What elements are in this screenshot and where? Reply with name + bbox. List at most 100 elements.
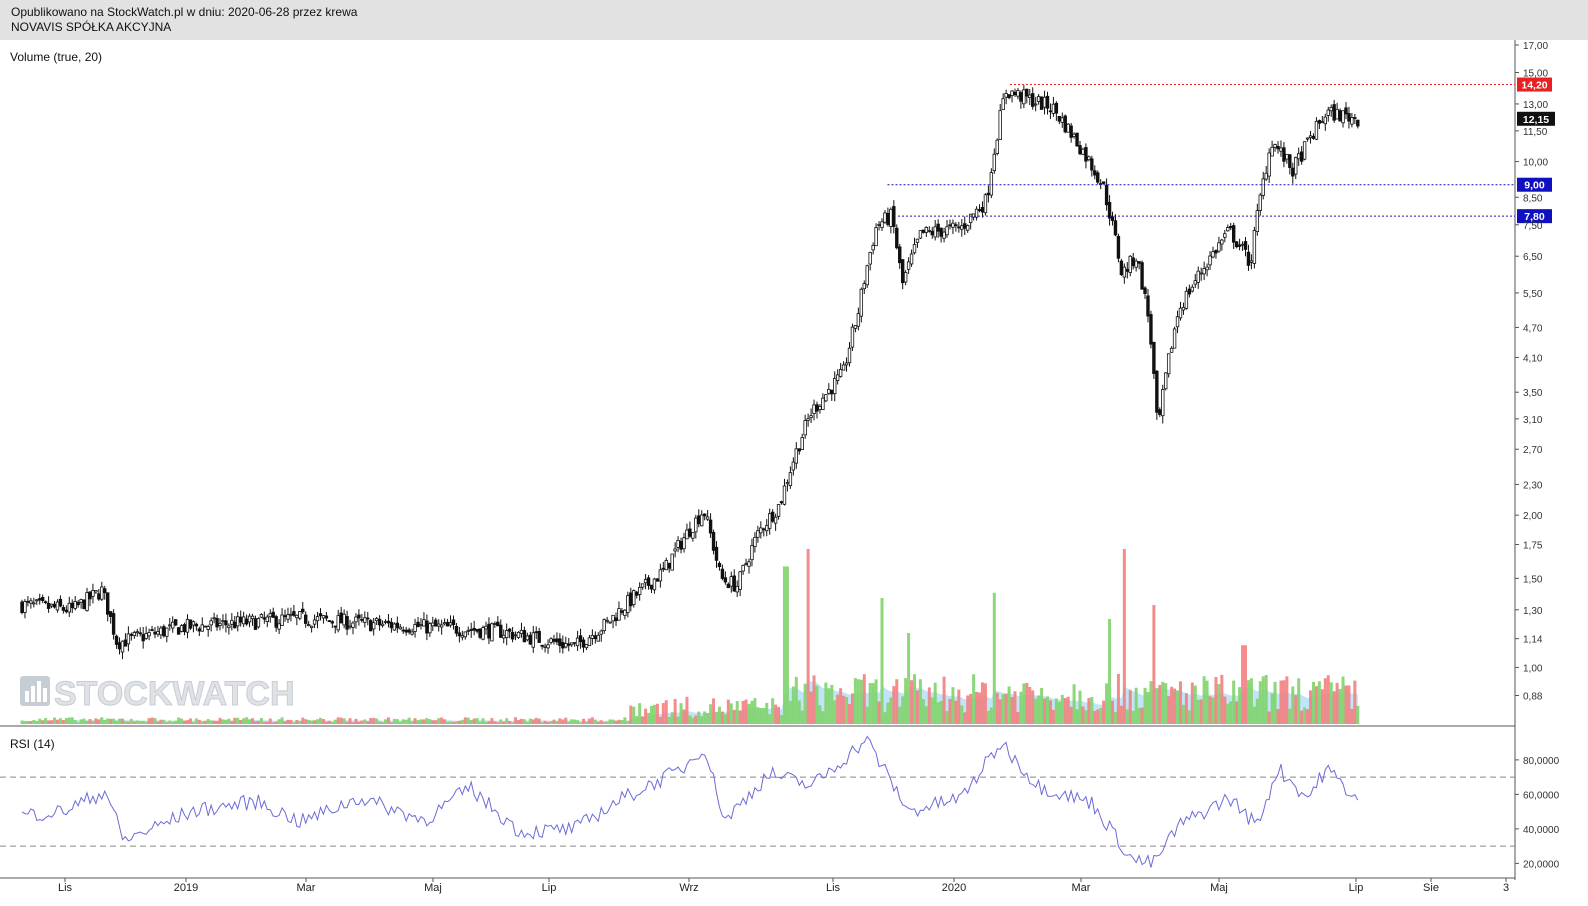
candle	[425, 614, 429, 641]
volume-bar	[599, 720, 603, 724]
volume-bar	[44, 718, 48, 724]
volume-bar	[771, 698, 775, 724]
volume-bar	[215, 720, 219, 724]
price-tick-label: 17,00	[1523, 41, 1548, 52]
candle	[445, 618, 450, 627]
volume-bar	[534, 717, 538, 724]
candle	[262, 611, 267, 624]
volume-bar	[428, 719, 432, 724]
volume-bar	[1063, 698, 1067, 724]
volume-bar	[251, 718, 255, 724]
candle	[723, 571, 728, 585]
volume-bar	[253, 721, 257, 724]
candle	[912, 237, 917, 255]
volume-bar	[762, 708, 766, 724]
volume-bar	[803, 683, 807, 724]
candle	[1096, 170, 1100, 185]
volume-bar	[641, 716, 645, 724]
volume-bar	[1096, 709, 1100, 724]
volume-bar	[496, 722, 500, 724]
candle	[936, 219, 940, 238]
volume-bar	[1001, 694, 1005, 724]
volume-bar	[141, 720, 145, 724]
candle	[499, 619, 503, 639]
candle	[404, 626, 408, 636]
candle	[1152, 341, 1156, 380]
volume-bar	[1164, 683, 1168, 724]
volume-bar	[457, 720, 461, 724]
candle	[132, 630, 137, 639]
candle	[185, 614, 190, 639]
volume-bar	[623, 717, 627, 724]
volume-bar	[100, 717, 104, 724]
candle	[856, 307, 861, 331]
candle	[1231, 222, 1236, 250]
candle	[82, 599, 86, 610]
volume-bar	[1252, 706, 1256, 724]
candle	[454, 623, 459, 637]
volume-bar	[1122, 549, 1126, 724]
volume-bar	[398, 721, 402, 724]
volume-bar	[1208, 696, 1212, 724]
candle	[162, 624, 166, 638]
volume-bar	[274, 721, 278, 724]
volume-bar	[913, 674, 917, 724]
candle	[806, 413, 810, 427]
volume-bar	[47, 720, 51, 724]
volume-bar	[978, 692, 982, 724]
volume-bar	[806, 549, 810, 724]
candle	[1184, 286, 1189, 310]
volume-bar	[369, 717, 373, 724]
volume-bar	[756, 707, 760, 724]
candle	[324, 611, 329, 622]
volume-bar	[1211, 697, 1215, 724]
candle	[785, 479, 790, 492]
volume-bar	[1249, 678, 1253, 724]
candle	[1119, 258, 1124, 277]
candle	[395, 616, 400, 633]
candle	[531, 625, 535, 653]
price-axis: 17,00 15,00 13,00 11,50 10,00 8,50 7,50 6,50 5,5…	[1515, 41, 1548, 702]
candle	[434, 617, 438, 627]
volume-bar	[800, 710, 804, 724]
volume-bar	[307, 719, 311, 724]
candle	[182, 622, 187, 636]
candle	[1051, 96, 1056, 117]
volume-bar	[747, 703, 751, 724]
candle	[833, 371, 837, 402]
candle	[1187, 284, 1192, 298]
volume-bar	[416, 720, 420, 724]
volume-bar	[271, 722, 275, 724]
candle	[522, 626, 527, 643]
candle	[20, 599, 24, 615]
volume-bar	[969, 693, 973, 724]
candle	[1175, 310, 1180, 334]
candle	[1172, 326, 1177, 349]
candle	[351, 621, 355, 635]
candle	[513, 631, 518, 641]
candle	[552, 634, 556, 645]
volume-bar	[528, 718, 532, 724]
candle	[1164, 372, 1168, 391]
volume-bar	[478, 721, 482, 724]
candle	[617, 601, 621, 621]
volume-bar	[1066, 696, 1070, 724]
volume-bar	[706, 713, 710, 724]
volume-bar	[1111, 700, 1115, 724]
candle	[442, 618, 447, 626]
candle	[366, 611, 370, 626]
candle	[173, 619, 178, 627]
candle	[549, 637, 553, 645]
volume-bar	[995, 692, 999, 724]
volume-bar	[177, 717, 181, 724]
volume-bar	[862, 674, 866, 724]
volume-bar	[1323, 678, 1327, 724]
volume-bar	[842, 695, 846, 724]
volume-bar	[552, 719, 556, 724]
candle	[886, 207, 890, 227]
candle	[924, 226, 929, 237]
candle	[818, 404, 822, 414]
candle	[502, 629, 506, 644]
volume-bar	[1235, 701, 1239, 724]
candle	[694, 514, 698, 539]
